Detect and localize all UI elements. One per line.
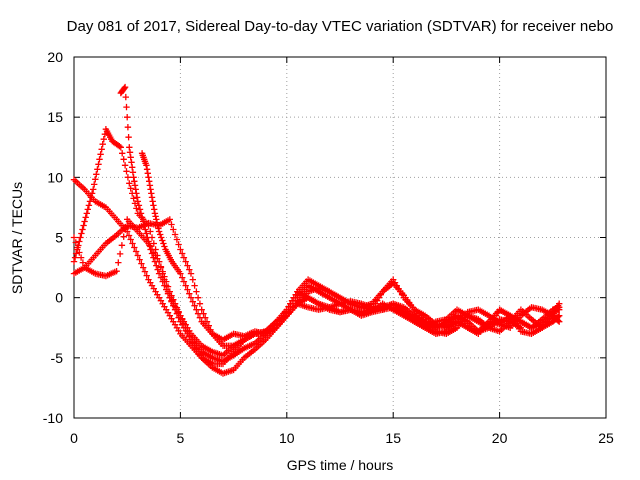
y-tick-label: -10 — [43, 410, 63, 426]
x-tick-label: 5 — [177, 430, 185, 446]
y-tick-label: 5 — [55, 230, 63, 246]
series-track-6 — [138, 150, 563, 349]
x-tick-label: 20 — [492, 430, 508, 446]
x-tick-label: 0 — [70, 430, 78, 446]
x-axis-label: GPS time / hours — [286, 457, 394, 473]
x-tick-label: 15 — [385, 430, 401, 446]
series-track-1 — [70, 216, 563, 377]
y-tick-label: 20 — [47, 49, 63, 65]
data-points — [70, 83, 563, 377]
data-point-markers — [138, 150, 563, 349]
data-point-markers — [70, 176, 563, 368]
y-tick-label: -5 — [51, 350, 64, 366]
data-point-markers — [70, 216, 563, 377]
y-tick-label: 10 — [47, 169, 63, 185]
series-track-3 — [70, 176, 563, 368]
axis-ticks: 0 5 10 15 20 25 -10 -5 0 5 10 15 20 — [43, 49, 614, 446]
x-tick-label: 25 — [598, 430, 614, 446]
chart-title: Day 081 of 2017, Sidereal Day-to-day VTE… — [66, 18, 614, 35]
y-tick-label: 15 — [47, 109, 63, 125]
y-tick-label: 0 — [55, 290, 63, 306]
y-axis-label: SDTVAR / TECUs — [9, 181, 25, 295]
x-tick-label: 10 — [279, 430, 295, 446]
